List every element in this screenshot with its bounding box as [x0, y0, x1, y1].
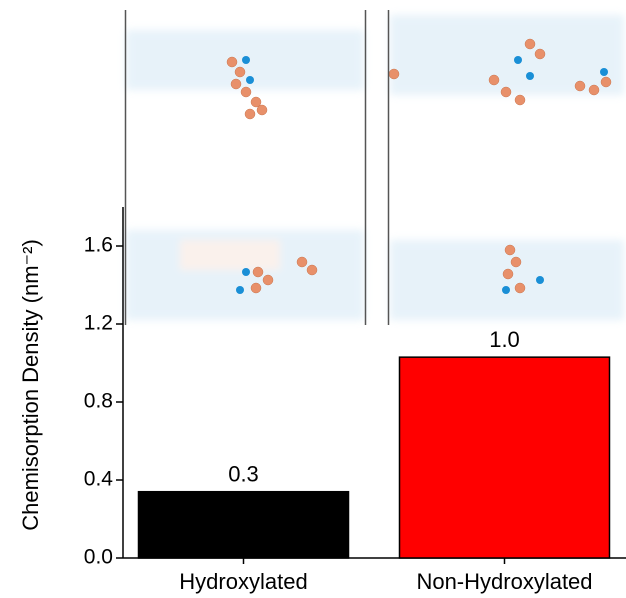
bar: [137, 490, 350, 559]
y-tick-label: 1.2: [84, 312, 113, 335]
snapshot-right: [387, 10, 624, 325]
y-axis-label: Chemisorption Density (nm⁻²): [18, 239, 43, 531]
y-tick-label: 0.4: [84, 468, 114, 491]
bar: [398, 356, 611, 559]
y-tick-label: 1.6: [84, 234, 113, 257]
value-label: 0.3: [228, 462, 259, 487]
x-tick-label: Non-Hydroxylated: [416, 569, 592, 594]
snapshot-left: [124, 10, 367, 325]
value-label: 1.0: [489, 327, 520, 352]
x-tick-label: Hydroxylated: [179, 569, 307, 594]
y-tick-label: 0.0: [84, 546, 113, 569]
y-tick-label: 0.8: [84, 390, 113, 413]
